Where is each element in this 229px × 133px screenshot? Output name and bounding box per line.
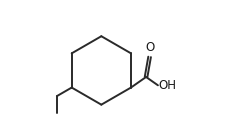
Text: O: O [145,41,154,54]
Text: OH: OH [158,79,177,92]
